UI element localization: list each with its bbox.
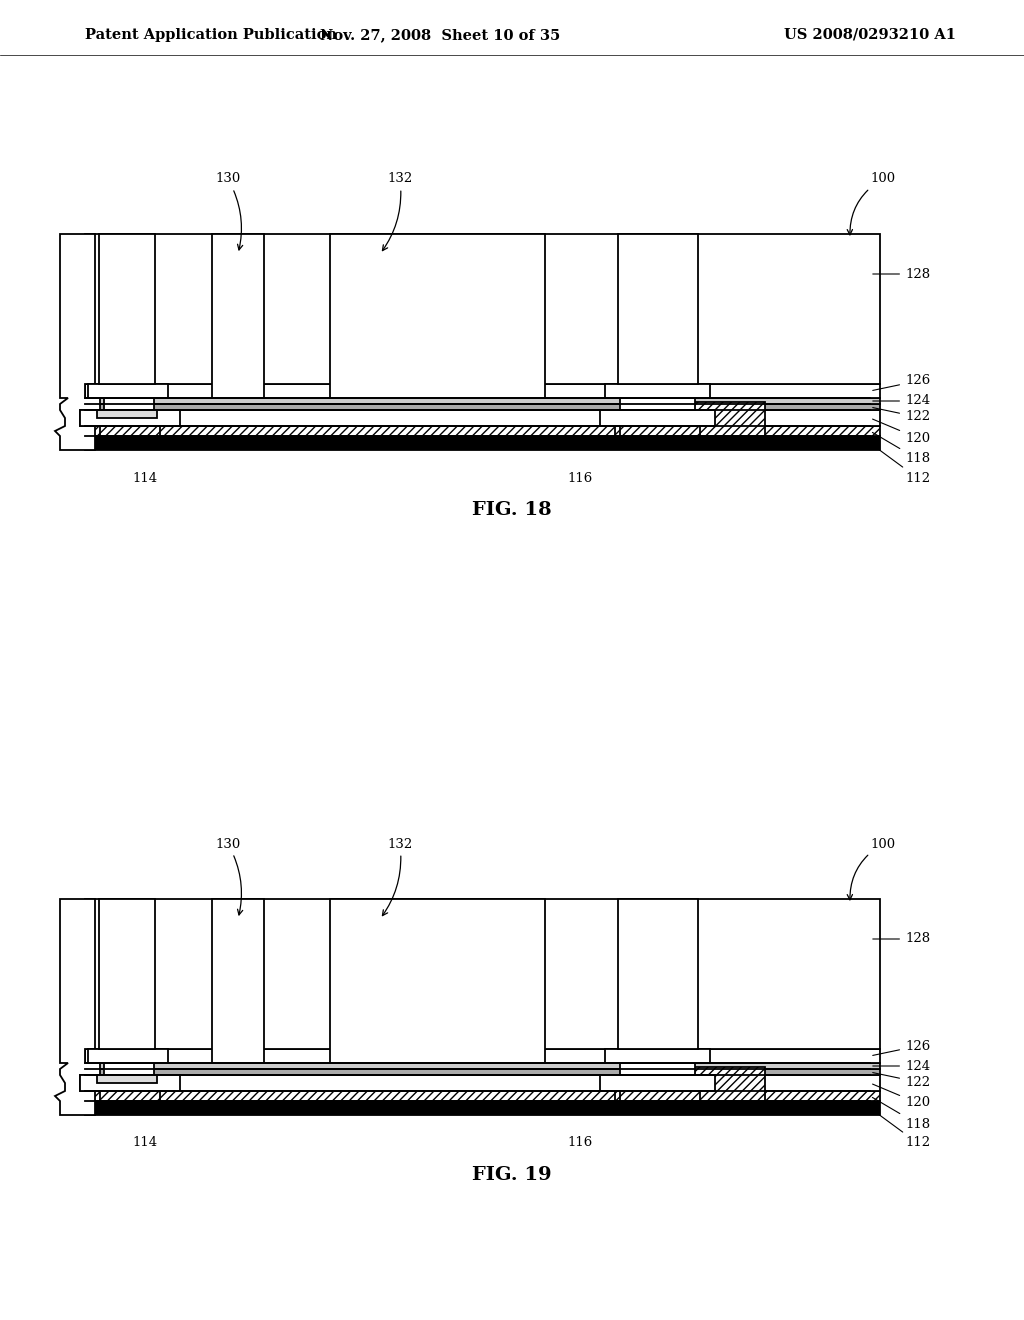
Text: 118: 118 — [872, 1097, 930, 1130]
Text: FIG. 19: FIG. 19 — [472, 1166, 552, 1184]
Text: 112: 112 — [872, 445, 930, 484]
Bar — [85, 234, 880, 384]
Text: 124: 124 — [872, 395, 930, 408]
Bar — [85, 1049, 880, 1063]
Bar — [80, 1074, 180, 1092]
Bar — [685, 1067, 765, 1101]
Bar — [99, 234, 155, 384]
Bar — [212, 234, 264, 399]
Text: 114: 114 — [132, 1137, 158, 1150]
Text: US 2008/0293210 A1: US 2008/0293210 A1 — [784, 28, 956, 42]
Bar — [618, 234, 698, 384]
Text: Nov. 27, 2008  Sheet 10 of 35: Nov. 27, 2008 Sheet 10 of 35 — [319, 28, 560, 42]
Text: 128: 128 — [872, 268, 930, 281]
Bar — [97, 1074, 157, 1082]
Text: 116: 116 — [567, 471, 593, 484]
Text: 130: 130 — [215, 837, 243, 915]
Bar — [85, 436, 880, 450]
Bar — [85, 404, 880, 411]
Text: 130: 130 — [215, 173, 243, 249]
Polygon shape — [55, 899, 100, 1115]
Bar — [615, 1077, 670, 1101]
Text: 124: 124 — [872, 1060, 930, 1072]
Bar — [618, 899, 698, 1049]
Polygon shape — [55, 234, 100, 450]
Bar — [85, 399, 880, 404]
Bar — [620, 399, 695, 411]
Bar — [97, 411, 157, 418]
Bar — [330, 899, 545, 1063]
Bar — [85, 1092, 880, 1101]
Bar — [600, 411, 715, 426]
Bar — [212, 899, 264, 1063]
Bar — [85, 1074, 880, 1092]
Text: 128: 128 — [872, 932, 930, 945]
Bar — [100, 1092, 160, 1101]
Text: 112: 112 — [872, 1110, 930, 1150]
Bar — [620, 1063, 695, 1074]
Text: 126: 126 — [872, 1040, 930, 1056]
Text: 100: 100 — [847, 837, 895, 900]
Bar — [104, 399, 154, 411]
Bar — [85, 426, 880, 436]
Text: Patent Application Publication: Patent Application Publication — [85, 28, 337, 42]
Bar — [88, 1049, 168, 1063]
Text: 114: 114 — [132, 471, 158, 484]
Text: 120: 120 — [872, 1084, 930, 1110]
Text: 116: 116 — [567, 1137, 593, 1150]
Bar — [100, 426, 160, 436]
Bar — [605, 384, 710, 399]
Text: 118: 118 — [872, 433, 930, 466]
Bar — [620, 1092, 700, 1101]
Text: 132: 132 — [382, 173, 413, 251]
Bar — [85, 384, 880, 399]
Bar — [600, 1074, 715, 1092]
Bar — [685, 403, 765, 436]
Text: 120: 120 — [872, 418, 930, 445]
Text: 132: 132 — [382, 837, 413, 916]
Text: FIG. 18: FIG. 18 — [472, 502, 552, 519]
Text: 126: 126 — [872, 375, 930, 391]
Bar — [85, 899, 880, 1049]
Bar — [85, 411, 880, 426]
Bar — [605, 1049, 710, 1063]
Bar — [85, 1063, 880, 1069]
Bar — [99, 899, 155, 1049]
Bar — [85, 1069, 880, 1074]
Bar — [88, 384, 168, 399]
Text: 122: 122 — [872, 1073, 930, 1089]
Bar — [620, 426, 700, 436]
Bar — [104, 1063, 154, 1074]
Text: 122: 122 — [872, 408, 930, 424]
Bar — [330, 234, 545, 399]
Bar — [85, 1101, 880, 1115]
Bar — [615, 412, 670, 436]
Text: 100: 100 — [847, 173, 895, 235]
Bar — [80, 411, 180, 426]
